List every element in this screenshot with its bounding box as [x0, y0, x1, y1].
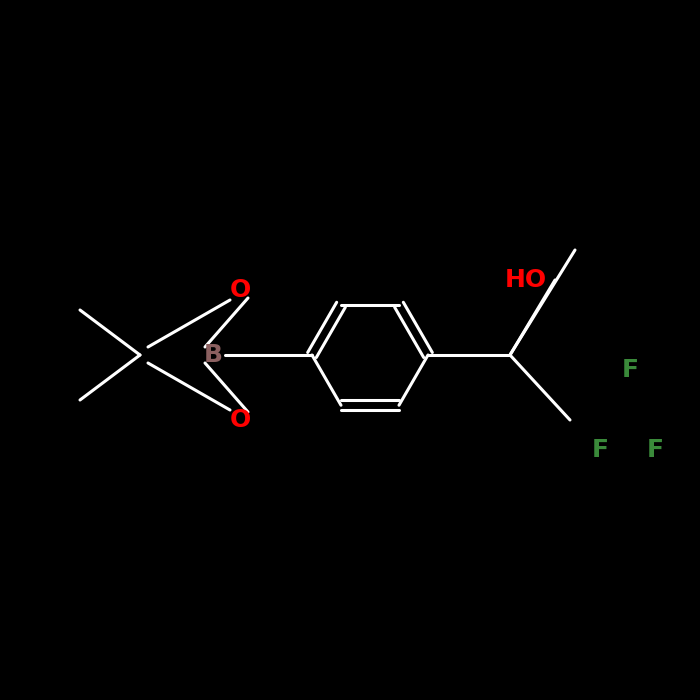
Text: F: F — [647, 438, 664, 462]
Text: F: F — [622, 358, 638, 382]
Text: B: B — [204, 343, 223, 367]
Text: O: O — [230, 278, 251, 302]
Text: O: O — [230, 408, 251, 432]
Text: HO: HO — [505, 268, 547, 292]
Text: F: F — [592, 438, 608, 462]
